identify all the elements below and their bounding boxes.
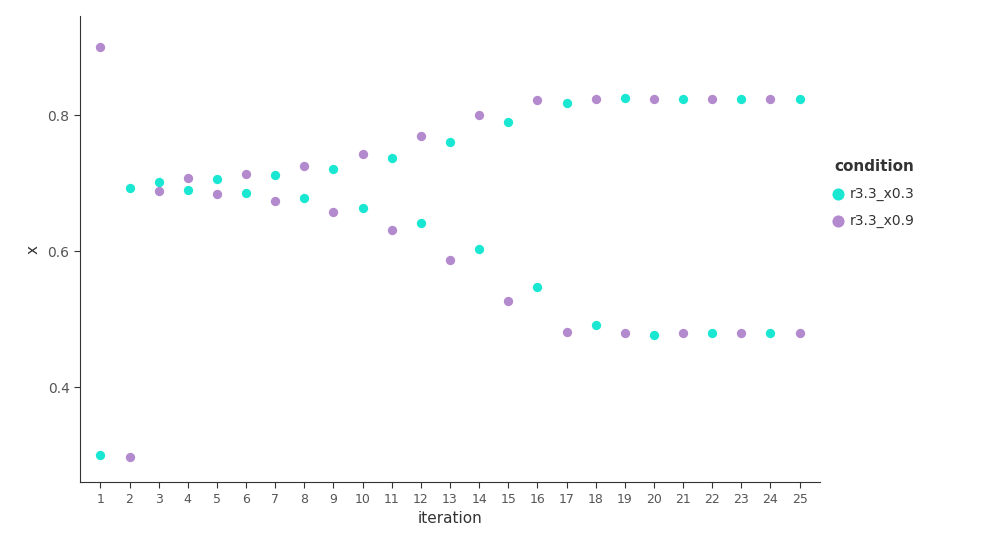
r3.3_x0.9: [471, 110, 487, 119]
r3.3_x0.3: [296, 194, 312, 203]
r3.3_x0.3: [122, 184, 138, 192]
r3.3_x0.9: [617, 329, 633, 338]
r3.3_x0.3: [762, 329, 778, 338]
X-axis label: iteration: iteration: [418, 511, 482, 526]
r3.3_x0.9: [559, 327, 575, 336]
Legend: r3.3_x0.3, r3.3_x0.9: r3.3_x0.3, r3.3_x0.9: [834, 159, 914, 227]
r3.3_x0.3: [559, 99, 575, 107]
r3.3_x0.3: [588, 321, 604, 329]
r3.3_x0.3: [355, 203, 371, 212]
r3.3_x0.9: [442, 256, 458, 265]
r3.3_x0.9: [151, 186, 167, 195]
r3.3_x0.9: [238, 169, 254, 178]
r3.3_x0.3: [92, 450, 108, 459]
r3.3_x0.9: [588, 94, 604, 103]
r3.3_x0.9: [355, 150, 371, 158]
r3.3_x0.3: [442, 138, 458, 147]
r3.3_x0.3: [617, 94, 633, 102]
r3.3_x0.9: [646, 95, 662, 104]
r3.3_x0.9: [325, 207, 341, 216]
r3.3_x0.9: [500, 296, 516, 305]
r3.3_x0.9: [792, 329, 808, 338]
r3.3_x0.9: [413, 132, 429, 140]
r3.3_x0.9: [122, 453, 138, 461]
r3.3_x0.3: [384, 154, 400, 163]
r3.3_x0.3: [180, 185, 196, 194]
r3.3_x0.3: [733, 95, 749, 104]
r3.3_x0.3: [500, 117, 516, 126]
r3.3_x0.3: [209, 175, 225, 184]
r3.3_x0.9: [762, 95, 778, 104]
r3.3_x0.9: [180, 174, 196, 182]
r3.3_x0.9: [529, 95, 545, 104]
r3.3_x0.9: [733, 329, 749, 338]
r3.3_x0.3: [529, 283, 545, 292]
r3.3_x0.9: [675, 328, 691, 337]
r3.3_x0.3: [325, 164, 341, 173]
r3.3_x0.3: [238, 189, 254, 197]
r3.3_x0.3: [267, 171, 283, 180]
r3.3_x0.3: [704, 328, 720, 337]
r3.3_x0.9: [209, 190, 225, 199]
r3.3_x0.3: [471, 245, 487, 254]
r3.3_x0.3: [413, 219, 429, 228]
r3.3_x0.9: [92, 43, 108, 52]
r3.3_x0.9: [384, 226, 400, 235]
r3.3_x0.3: [151, 177, 167, 186]
r3.3_x0.3: [675, 95, 691, 104]
r3.3_x0.9: [296, 162, 312, 170]
r3.3_x0.9: [267, 196, 283, 205]
r3.3_x0.3: [646, 330, 662, 339]
r3.3_x0.3: [792, 95, 808, 104]
Y-axis label: x: x: [26, 245, 41, 254]
r3.3_x0.9: [704, 95, 720, 104]
